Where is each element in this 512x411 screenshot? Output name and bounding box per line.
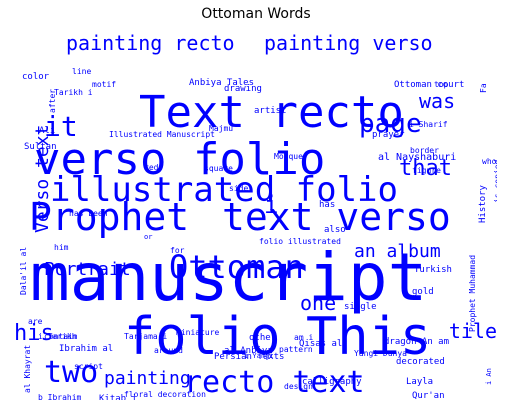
cloud-word: Prophet Muhammad xyxy=(468,254,477,332)
cloud-word: figure xyxy=(412,166,441,175)
cloud-word: dragon An am xyxy=(384,337,450,347)
cloud-word: i xyxy=(264,191,279,219)
cloud-word: color xyxy=(22,72,50,82)
cloud-word: single xyxy=(344,302,377,312)
cloud-word: design xyxy=(284,382,313,391)
cloud-word: it xyxy=(44,110,78,143)
cloud-word: around xyxy=(154,346,183,355)
cloud-word: two xyxy=(44,355,99,390)
cloud-word: tile xyxy=(448,319,497,343)
cloud-word: Ibrahim al xyxy=(59,344,114,354)
cloud-word: Ottoman xyxy=(169,248,304,286)
cloud-word: Fa xyxy=(479,83,488,93)
cloud-word: prayer xyxy=(372,130,405,140)
cloud-word: for xyxy=(170,246,185,255)
cloud-word: Layla xyxy=(406,377,434,387)
cloud-word: other xyxy=(249,333,277,343)
cloud-word: that xyxy=(399,156,452,181)
cloud-word: Ali xyxy=(39,126,56,136)
cloud-word: illustrated folio xyxy=(50,170,398,210)
cloud-word: calligraphy xyxy=(302,377,362,387)
cloud-word: manuscript xyxy=(30,239,428,316)
cloud-word: has xyxy=(319,200,336,210)
cloud-word: Tarikh i xyxy=(54,88,93,97)
word-cloud: manuscript folio This Text recto verso folio… xyxy=(14,33,497,400)
cloud-word: floral decoration xyxy=(124,390,206,399)
cloud-word: script xyxy=(74,362,103,371)
cloud-word: after xyxy=(48,88,57,113)
cloud-word: Illustrated Manuscript xyxy=(109,130,215,139)
cloud-word: Dala'il al xyxy=(19,246,28,295)
cloud-word: also xyxy=(324,225,346,235)
cloud-word: border xyxy=(410,146,439,155)
cloud-word: Turkish xyxy=(414,265,452,275)
cloud-word: folio xyxy=(124,307,281,367)
cloud-word: i Yangi xyxy=(244,352,274,360)
cloud-word: Prophet xyxy=(29,195,190,239)
cloud-word: This xyxy=(306,307,432,367)
cloud-word: al Nayshaburi xyxy=(378,152,457,163)
cloud-word: an album xyxy=(354,241,441,262)
cloud-word: has been xyxy=(69,209,108,218)
cloud-word: Sultan xyxy=(24,142,57,152)
cloud-word: b Ibrahim xyxy=(38,393,82,401)
cloud-word: page xyxy=(359,109,422,139)
cloud-word: Mosque xyxy=(274,152,303,161)
cloud-word: am i xyxy=(294,333,314,342)
cloud-word: top xyxy=(434,80,449,89)
cloud-word: Verso text xyxy=(32,124,53,233)
cloud-word: i An xyxy=(485,368,493,385)
cloud-word: line xyxy=(72,67,92,76)
cloud-word: square xyxy=(204,164,233,173)
cloud-word: red xyxy=(144,163,159,172)
cloud-word: i Tarikh xyxy=(38,332,77,341)
cloud-word: painting verso xyxy=(264,33,433,55)
cloud-word: contain xyxy=(44,332,78,341)
cloud-word: pattern xyxy=(279,345,313,354)
cloud-word: motif xyxy=(92,80,117,89)
cloud-word: one xyxy=(300,291,337,315)
cloud-word: Anbiya Tales xyxy=(189,78,255,88)
cloud-word: Yangi Dunya xyxy=(354,349,407,358)
cloud-word: Text recto xyxy=(139,87,404,138)
cloud-word: who xyxy=(482,157,497,166)
cloud-word: decorated xyxy=(396,357,445,367)
cloud-word: al Anbiya xyxy=(224,346,273,356)
cloud-word: recto text xyxy=(184,365,365,400)
cloud-word: text verso xyxy=(222,195,451,239)
cloud-word: miniature xyxy=(176,328,220,337)
cloud-word: is copied xyxy=(493,159,497,203)
cloud-word: painting xyxy=(104,368,191,389)
cloud-word: Portrait xyxy=(44,259,131,280)
cloud-word: Qur'an xyxy=(412,391,445,401)
cloud-word: folio illustrated xyxy=(259,237,341,246)
cloud-word: verso folio xyxy=(34,134,326,185)
cloud-word: Kitab i xyxy=(99,394,137,401)
cloud-word: Persian Texts xyxy=(214,352,285,362)
cloud-word: painting recto xyxy=(66,33,235,55)
cloud-word: or xyxy=(144,233,153,241)
cloud-word: al Khayrat xyxy=(23,344,32,393)
cloud-word: was xyxy=(419,89,456,113)
cloud-word: Majmu xyxy=(209,124,234,133)
cloud-word: Qisas al xyxy=(299,339,343,349)
cloud-word: are xyxy=(28,317,43,326)
cloud-word: artist xyxy=(254,106,287,116)
cloud-word: i Sharif xyxy=(409,120,448,129)
cloud-word: him xyxy=(54,243,69,252)
cloud-word: side xyxy=(229,184,249,193)
cloud-word: Ottoman court xyxy=(394,80,465,90)
cloud-word: Tarjama i xyxy=(124,332,168,341)
cloud-word: drawing xyxy=(224,84,262,94)
cloud-word: his xyxy=(14,321,54,346)
cloud-word: gold xyxy=(412,287,434,297)
cloud-word: History xyxy=(478,185,488,223)
chart-title: Ottoman Words xyxy=(201,6,311,22)
